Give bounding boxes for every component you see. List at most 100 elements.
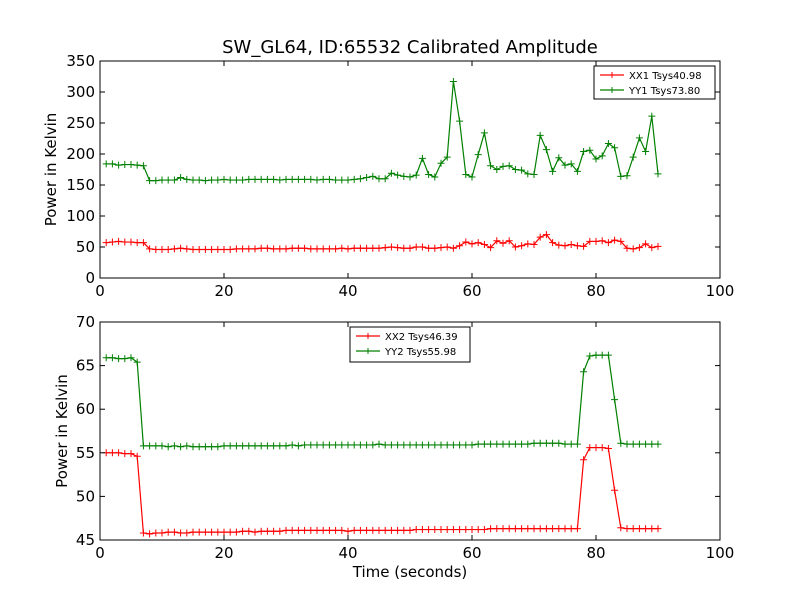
data-point	[245, 442, 253, 450]
data-point	[177, 174, 185, 182]
data-point	[369, 441, 377, 449]
data-point	[480, 129, 488, 137]
legend-marker	[365, 333, 371, 339]
data-point	[487, 244, 495, 252]
data-point	[152, 529, 160, 537]
data-point	[635, 244, 643, 252]
data-point	[598, 444, 606, 452]
data-point	[115, 449, 123, 457]
data-point	[505, 440, 513, 448]
legend: XX1 Tsys40.98 YY1 Tsys73.80	[593, 65, 716, 100]
data-point	[338, 441, 346, 449]
data-point	[586, 146, 594, 154]
data-point	[431, 173, 439, 181]
data-point	[226, 245, 234, 253]
data-point	[375, 175, 383, 183]
data-point	[170, 245, 178, 253]
data-point	[208, 176, 216, 184]
data-point	[356, 441, 364, 449]
data-point	[220, 245, 228, 253]
data-point	[654, 170, 662, 178]
y-tick-label: 60	[76, 400, 95, 418]
data-point	[456, 117, 464, 125]
legend: XX2 Tsys46.39 YY2 Tsys55.98	[349, 326, 471, 363]
data-point	[232, 528, 240, 536]
data-point	[263, 175, 271, 183]
data-point	[474, 151, 482, 159]
data-point	[642, 525, 650, 533]
data-point	[270, 175, 278, 183]
data-point	[394, 171, 402, 179]
x-tick-label: 60	[462, 544, 481, 562]
data-point	[443, 243, 451, 251]
x-axis-label: Time (seconds)	[352, 563, 468, 581]
data-point	[561, 161, 569, 169]
data-point	[511, 525, 519, 533]
data-point	[604, 239, 612, 247]
data-point	[518, 525, 526, 533]
data-point	[121, 161, 129, 169]
data-point	[586, 352, 594, 360]
data-point	[456, 242, 464, 250]
data-point	[580, 148, 588, 156]
data-point	[313, 526, 321, 534]
data-point	[282, 175, 290, 183]
data-point	[313, 441, 321, 449]
data-point	[487, 440, 495, 448]
data-point	[549, 439, 557, 447]
data-point	[511, 166, 519, 173]
data-point	[580, 456, 588, 464]
data-point	[561, 242, 569, 250]
data-point	[220, 442, 228, 450]
data-point	[387, 526, 395, 534]
data-point	[511, 243, 519, 251]
data-point	[542, 231, 550, 239]
data-point	[480, 440, 488, 448]
data-point	[499, 440, 507, 448]
data-point	[431, 244, 439, 252]
data-point	[611, 396, 619, 404]
data-point	[356, 175, 364, 183]
data-point	[549, 167, 557, 175]
data-point	[381, 526, 389, 534]
data-point	[183, 175, 191, 183]
data-point	[245, 527, 253, 535]
data-point	[443, 526, 451, 534]
data-point	[462, 441, 470, 449]
data-point	[102, 160, 110, 168]
data-point	[598, 152, 606, 160]
y-axis-label: Power in Kelvin	[53, 374, 71, 488]
data-point	[499, 239, 507, 247]
x-tick-label: 60	[462, 282, 481, 300]
data-point	[164, 245, 172, 253]
data-point	[350, 244, 358, 252]
data-point	[617, 237, 625, 245]
chart-title: SW_GL64, ID:65532 Calibrated Amplitude	[222, 37, 598, 58]
data-point	[121, 238, 129, 246]
data-point	[530, 439, 538, 447]
data-point	[375, 526, 383, 534]
data-point	[468, 526, 476, 534]
data-point	[592, 237, 600, 245]
data-point	[214, 245, 222, 253]
data-point	[301, 175, 309, 183]
data-point	[189, 176, 197, 184]
x-tick-label: 20	[214, 544, 233, 562]
x-tick-label: 80	[586, 544, 605, 562]
data-point	[183, 529, 191, 537]
data-point	[270, 245, 278, 253]
data-point	[263, 442, 271, 450]
data-point	[164, 443, 172, 451]
data-point	[139, 162, 147, 170]
data-point	[177, 443, 185, 451]
y-tick-label: 0	[85, 269, 95, 287]
data-point	[635, 440, 643, 448]
data-point	[443, 441, 451, 449]
data-point	[524, 240, 532, 248]
data-point	[573, 525, 581, 533]
data-point	[164, 528, 172, 536]
data-point	[189, 443, 197, 451]
data-point	[611, 144, 619, 152]
data-point	[239, 176, 247, 184]
data-point	[536, 131, 544, 139]
